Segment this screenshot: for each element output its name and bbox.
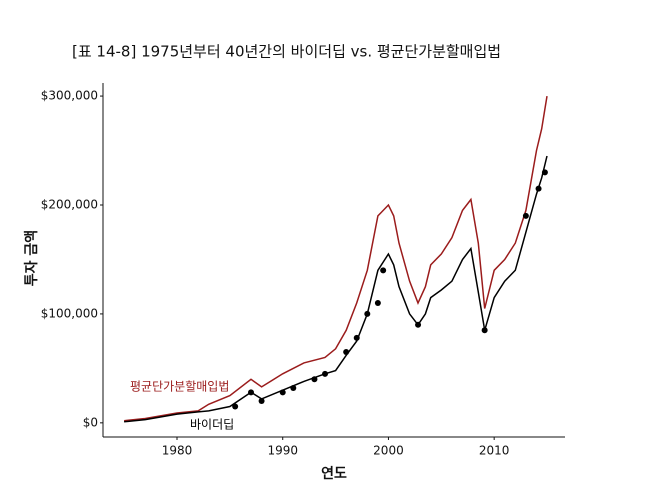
dip-marker	[380, 267, 387, 274]
dip-marker	[343, 349, 350, 356]
dip-marker	[232, 403, 239, 410]
series-line	[124, 95, 548, 422]
dip-marker	[353, 334, 360, 341]
chart-title: [표 14-8] 1975년부터 40년간의 바이더딥 vs. 평균단가분할매입…	[72, 43, 501, 61]
dip-marker	[522, 212, 529, 219]
series-line	[124, 155, 548, 423]
dip-marker	[364, 310, 371, 317]
dip-marker	[248, 389, 255, 396]
dip-marker	[535, 185, 542, 192]
dip-marker	[374, 300, 381, 307]
dip-marker	[290, 384, 297, 391]
x-tick-label: 1990	[267, 444, 298, 458]
x-axis-label: 연도	[321, 466, 347, 482]
dip-marker	[481, 327, 488, 334]
dip-marker	[279, 389, 286, 396]
dip-marker	[311, 376, 318, 383]
y-tick-label: $100,000	[41, 306, 98, 320]
y-axis-label: 투자 금액	[23, 230, 40, 286]
y-tick-label: $0	[83, 415, 98, 429]
dip-marker	[541, 169, 548, 176]
x-tick-label: 2010	[479, 444, 510, 458]
x-tick-label: 1980	[162, 444, 193, 458]
y-tick-label: $300,000	[41, 89, 98, 103]
x-tick-label: 2000	[373, 444, 404, 458]
series-label: 평균단가분할매입법	[130, 380, 229, 394]
y-tick-label: $200,000	[41, 197, 98, 211]
dip-marker	[415, 321, 422, 328]
dip-marker	[258, 398, 265, 405]
series-label: 바이더딥	[190, 418, 234, 432]
dip-marker	[322, 370, 329, 377]
